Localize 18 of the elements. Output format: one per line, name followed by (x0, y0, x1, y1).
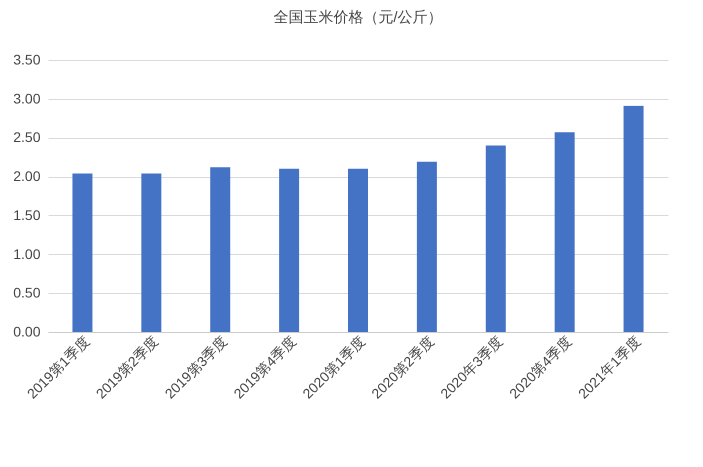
y-tick-label: 0.50 (13, 284, 41, 301)
y-tick-label: 3.00 (13, 90, 41, 106)
bar (554, 132, 575, 332)
chart-title: 全国玉米价格（元/公斤） (273, 9, 443, 26)
bar (141, 173, 162, 332)
y-tick-label: 3.50 (13, 52, 41, 68)
y-tick-label: 1.50 (13, 206, 41, 223)
y-tick-label: 2.50 (13, 129, 41, 146)
bar (348, 168, 368, 332)
bar (416, 162, 437, 332)
bar (279, 168, 300, 332)
y-tick-label: 0.00 (13, 324, 41, 340)
bar (624, 106, 644, 332)
y-tick-label: 1.00 (13, 246, 41, 262)
y-tick-label: 2.00 (13, 168, 41, 184)
bar (210, 167, 230, 332)
bar (486, 145, 506, 332)
bar (72, 173, 92, 332)
